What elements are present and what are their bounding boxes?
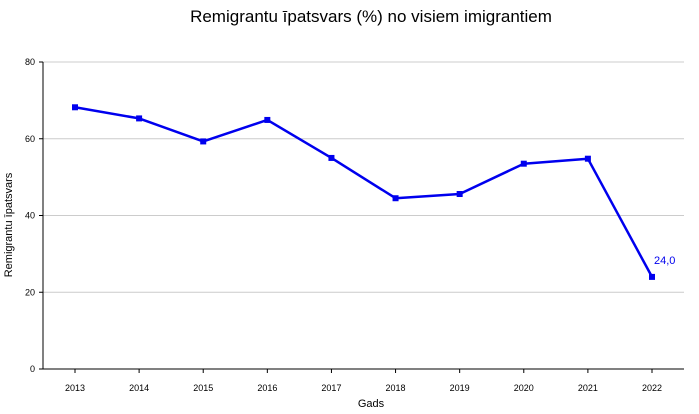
- y-axis-label: Remigrantu īpatsvars: [3, 172, 15, 277]
- x-tick-label: 2021: [578, 383, 598, 393]
- axes: 0 20 40 60 80 2013 2014 2015 2016 2017 2018 2019 202…: [25, 57, 684, 393]
- x-tick-label: 2019: [450, 383, 470, 393]
- x-tick-label: 2017: [321, 383, 341, 393]
- data-point: [520, 160, 527, 167]
- x-axis-label: Gads: [358, 398, 385, 410]
- series-line: [74, 106, 654, 278]
- y-tick-label: 0: [30, 364, 35, 374]
- gridlines: [43, 61, 684, 293]
- data-point: [328, 154, 335, 161]
- y-tick-label: 60: [25, 134, 35, 144]
- data-point: [456, 191, 463, 198]
- series: [72, 104, 655, 280]
- x-tick-label: 2018: [386, 383, 406, 393]
- x-tick-label: 2013: [65, 383, 85, 393]
- x-tick-label: 2022: [642, 383, 662, 393]
- data-point: [136, 115, 143, 122]
- x-tick-label: 2015: [193, 383, 213, 393]
- x-tick-label: 2016: [257, 383, 277, 393]
- data-point: [264, 116, 271, 123]
- data-point: [392, 195, 399, 202]
- data-point: [649, 273, 655, 280]
- y-tick-label: 40: [25, 211, 35, 221]
- x-tick-label: 2014: [129, 383, 149, 393]
- data-point: [72, 104, 78, 111]
- data-point: [200, 138, 207, 145]
- labels: 24,0: [654, 255, 675, 267]
- y-tick-label: 80: [25, 57, 35, 67]
- chart-title: Remigrantu īpatsvars (%) no visiem imigr…: [190, 7, 552, 26]
- y-tick-label: 20: [25, 287, 35, 297]
- data-point: [584, 155, 591, 162]
- x-tick-label: 2020: [514, 383, 534, 393]
- data-label: 24,0: [654, 255, 675, 267]
